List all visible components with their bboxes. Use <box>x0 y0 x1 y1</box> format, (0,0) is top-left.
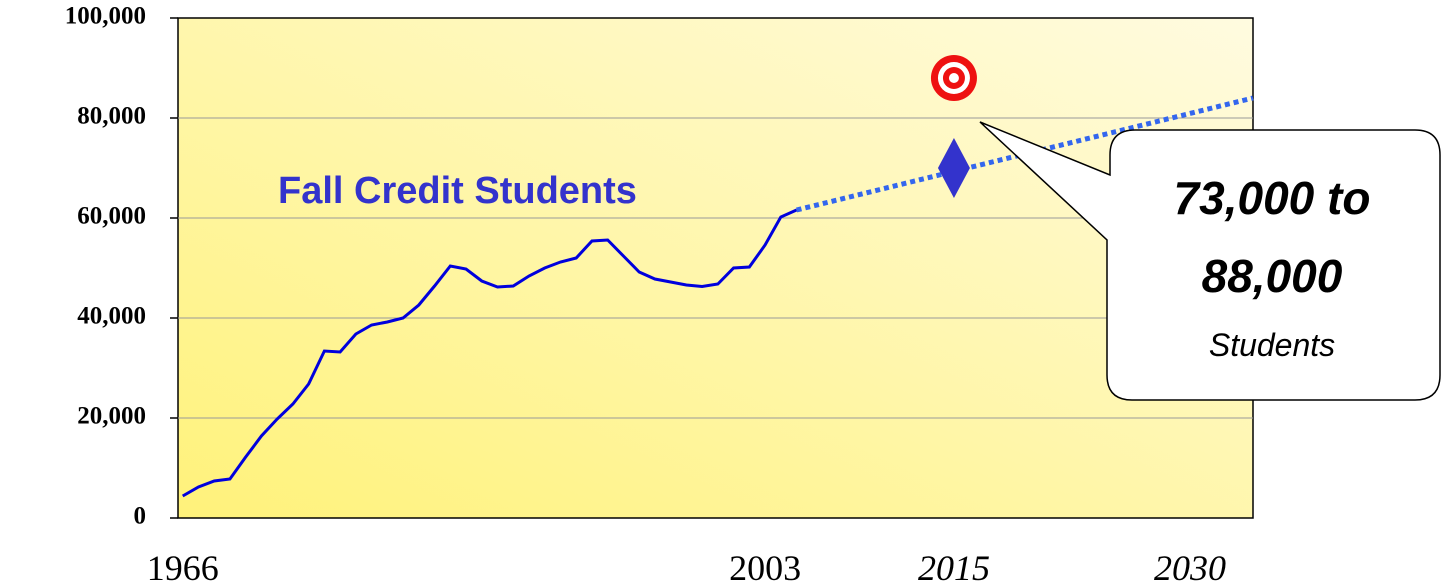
y-tick-label: 80,000 <box>77 103 146 130</box>
x-tick-label: 2015 <box>918 548 990 587</box>
line <box>181 208 798 498</box>
callout-box <box>979 121 1441 401</box>
callout: 73,000 to 88,000 Students <box>979 121 1441 401</box>
y-tick-label: 0 <box>134 503 147 530</box>
estimate-marker <box>937 138 970 198</box>
callout-text: 73,000 to <box>1174 172 1371 224</box>
y-tick-label: 40,000 <box>77 303 146 330</box>
y-tick-label: 60,000 <box>77 203 146 230</box>
target-marker <box>930 55 977 101</box>
y-tick-label: 20,000 <box>77 403 146 430</box>
plot-area <box>177 17 1254 519</box>
callout-text: Students <box>1209 327 1335 363</box>
x-tick-label: 2030 <box>1154 548 1226 587</box>
series-label: Fall Credit Students <box>278 170 637 212</box>
x-tick-label: 1966 <box>147 548 219 587</box>
y-tick-label: 100,000 <box>65 3 146 30</box>
callout-text: 88,000 <box>1202 250 1343 302</box>
x-tick-label: 2003 <box>729 548 801 587</box>
target-ring <box>948 73 959 83</box>
